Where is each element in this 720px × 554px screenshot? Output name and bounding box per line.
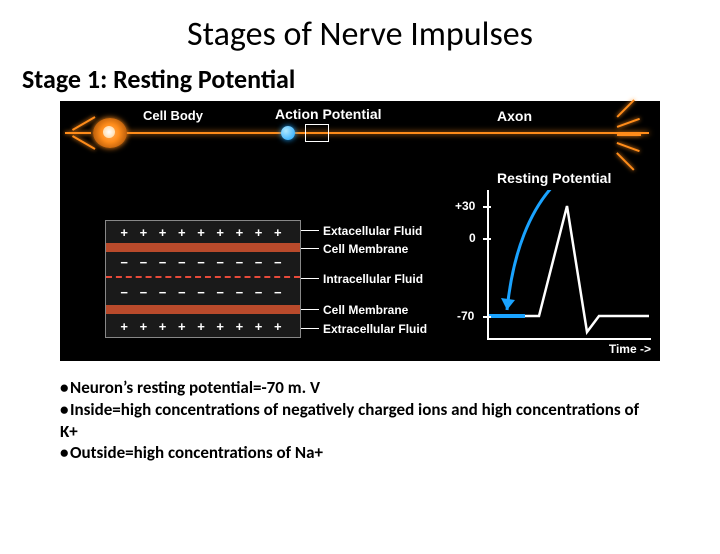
membrane-row-minus-top: − − − − − − − − − bbox=[106, 253, 300, 272]
membrane-label: Extracellular Fluid bbox=[323, 322, 427, 336]
leader-line bbox=[301, 248, 319, 249]
label-cell-body: Cell Body bbox=[143, 108, 203, 123]
membrane-schematic: + + + + + + + + + − − − − − − − − − − − … bbox=[105, 220, 301, 338]
neuron-figure: Cell Body Action Potential Axon Resting … bbox=[60, 101, 660, 361]
potential-chart: +30 0 -70 Time -> bbox=[461, 190, 651, 354]
bullet-text: Inside=high concentrations of negatively… bbox=[60, 399, 639, 442]
ion-dot bbox=[281, 126, 295, 140]
bullet-text: Outside=high concentrations of Na+ bbox=[70, 442, 323, 463]
dendrite bbox=[65, 132, 91, 134]
chart-tick bbox=[483, 316, 491, 318]
membrane-label: Cell Membrane bbox=[323, 242, 408, 256]
stage-subtitle: Stage 1: Resting Potential bbox=[22, 63, 720, 95]
membrane-row-plus-top: + + + + + + + + + bbox=[106, 223, 300, 242]
bullet-item: •Outside=high concentrations of Na+ bbox=[60, 442, 660, 464]
bullet-list: •Neuron’s resting potential=-70 m. V •In… bbox=[60, 377, 660, 464]
leader-line bbox=[301, 230, 319, 231]
chart-xlabel: Time -> bbox=[609, 342, 651, 356]
bullet-item: •Neuron’s resting potential=-70 m. V bbox=[60, 377, 660, 399]
membrane-label: Extacellular Fluid bbox=[323, 224, 422, 238]
label-resting-potential: Resting Potential bbox=[497, 170, 611, 186]
membrane-label: Intracellular Fluid bbox=[323, 272, 423, 286]
axon-terminal bbox=[617, 112, 661, 156]
membrane-midline bbox=[106, 276, 300, 278]
leader-line bbox=[301, 309, 319, 310]
membrane-row-plus-bot: + + + + + + + + + bbox=[106, 317, 300, 336]
chart-tick bbox=[483, 206, 491, 208]
chart-tick-label: 0 bbox=[469, 231, 476, 245]
bullet-text: Neuron’s resting potential=-70 m. V bbox=[70, 377, 320, 398]
dendrite bbox=[72, 135, 96, 150]
dendrite bbox=[72, 116, 96, 131]
membrane-label: Cell Membrane bbox=[323, 303, 408, 317]
leader-line bbox=[301, 328, 319, 329]
page-title: Stages of Nerve Impulses bbox=[0, 14, 720, 55]
bullet-item: •Inside=high concentrations of negativel… bbox=[60, 399, 660, 443]
chart-svg bbox=[461, 190, 651, 354]
label-action-potential: Action Potential bbox=[275, 106, 382, 122]
leader-line bbox=[301, 278, 319, 279]
membrane-row-minus-bot: − − − − − − − − − bbox=[106, 283, 300, 302]
chart-tick-label: -70 bbox=[457, 309, 474, 323]
membrane-band-top bbox=[106, 243, 300, 252]
chart-arrow-head bbox=[501, 298, 515, 310]
label-axon: Axon bbox=[497, 108, 532, 124]
chart-tick bbox=[483, 238, 491, 240]
action-potential-marker bbox=[305, 124, 329, 142]
axon-line bbox=[101, 132, 649, 134]
cell-body-shape bbox=[93, 118, 127, 148]
membrane-band-bot bbox=[106, 305, 300, 314]
chart-spike-line bbox=[525, 206, 649, 332]
chart-tick-label: +30 bbox=[455, 199, 475, 213]
cell-nucleus bbox=[103, 126, 115, 138]
